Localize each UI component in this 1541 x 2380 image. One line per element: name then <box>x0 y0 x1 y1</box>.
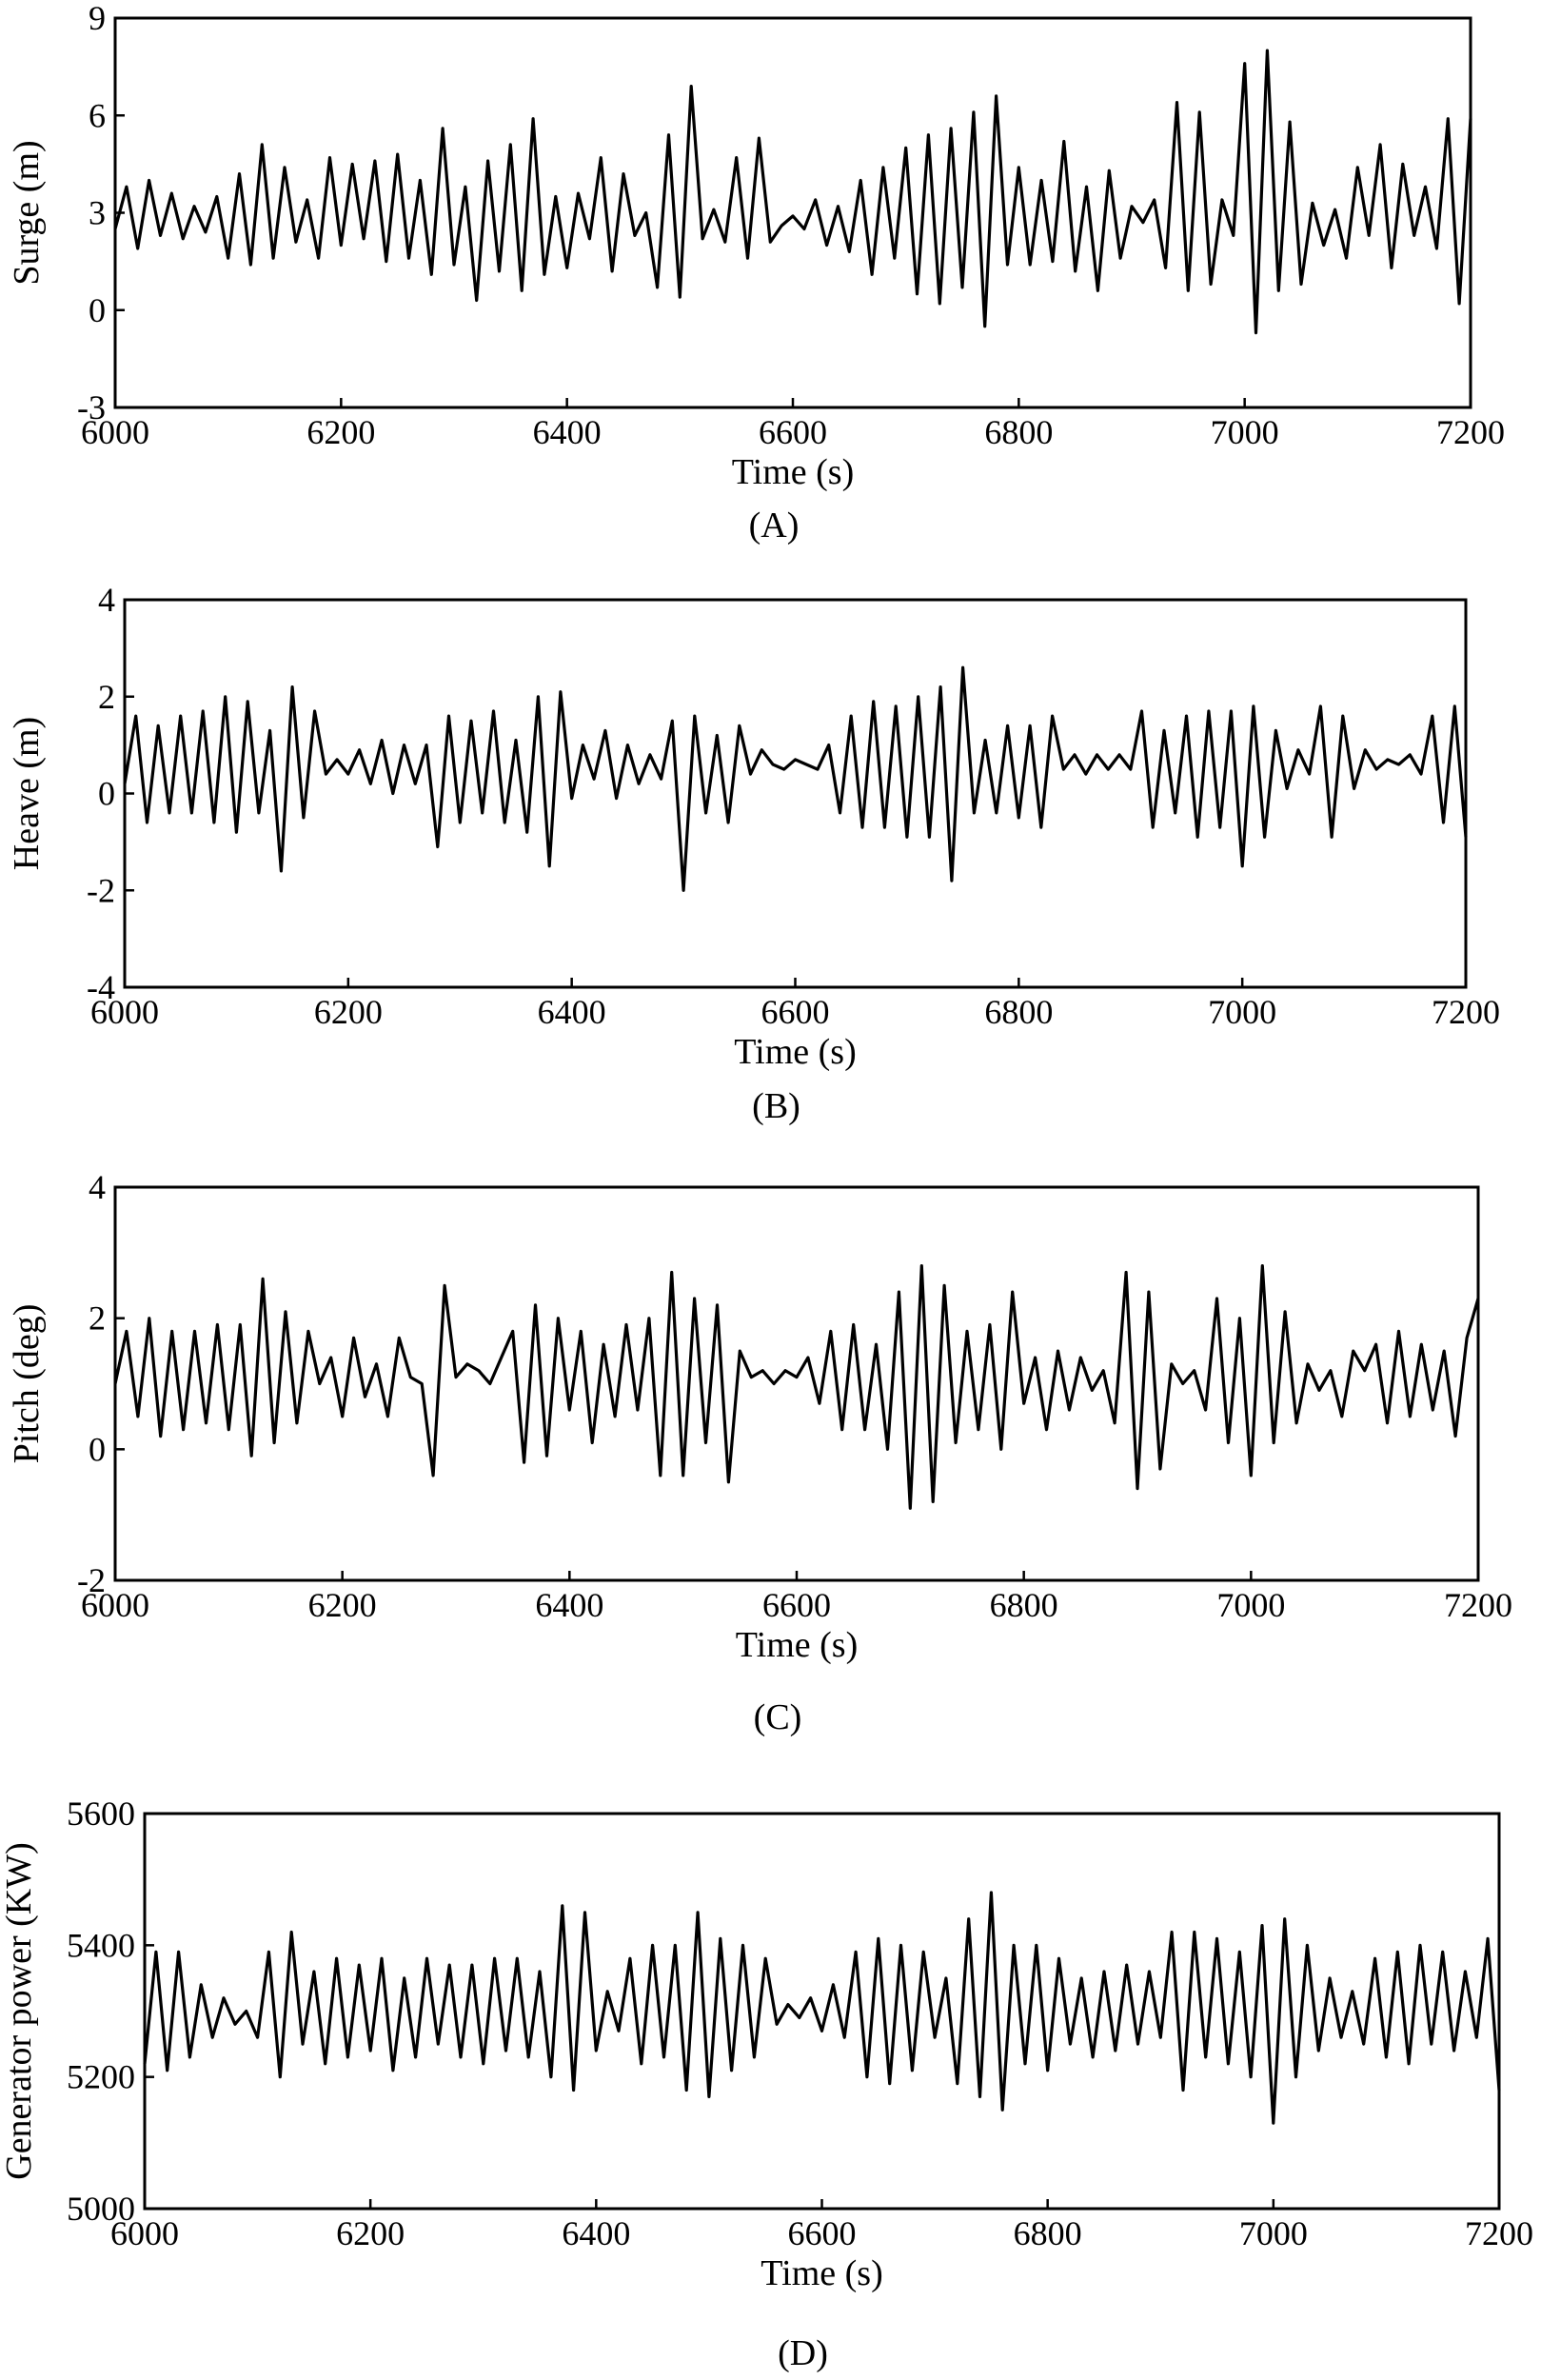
y-tick-label: 5200 <box>67 2058 135 2096</box>
x-tick-label: 6200 <box>308 1586 377 1624</box>
plot-frame <box>123 598 1468 989</box>
chart-panel: 6000 6200 6400 6600 6800 7000 7200 -3 0 3 6 9 Time (… <box>7 0 1505 545</box>
x-tick-label: 7200 <box>1444 1586 1512 1624</box>
chart-panel: 6000 6200 6400 6600 6800 7000 7200 -2 0 2 4 Time (s… <box>7 1168 1512 1737</box>
x-tick-label: 6000 <box>90 993 159 1031</box>
x-tick-label: 6000 <box>81 1586 149 1624</box>
y-axis-title: Heave (m) <box>7 717 47 870</box>
x-axis-title: Time (s) <box>732 452 854 492</box>
x-tick-label: 6200 <box>336 2214 405 2252</box>
y-axis-title: Pitch (deg) <box>7 1304 47 1464</box>
x-tick-label: 6600 <box>788 2214 857 2252</box>
x-tick-label: 6400 <box>533 413 602 451</box>
y-tick-label: -2 <box>87 871 115 909</box>
x-tick-label: 7000 <box>1216 1586 1285 1624</box>
y-tick-label: -2 <box>77 1561 106 1599</box>
x-tick-label: 6400 <box>535 1586 603 1624</box>
y-tick-label: 0 <box>98 775 115 813</box>
x-tick-label: 7200 <box>1432 993 1500 1031</box>
x-tick-label: 6800 <box>984 413 1053 451</box>
x-tick-label: 6600 <box>762 1586 831 1624</box>
x-tick-label: 6600 <box>761 993 830 1031</box>
x-tick-label: 6200 <box>314 993 383 1031</box>
y-tick-label: -4 <box>87 968 115 1006</box>
y-tick-label: 6 <box>89 96 106 134</box>
y-tick-label: 4 <box>98 581 115 619</box>
y-tick-label: 2 <box>98 678 115 716</box>
y-tick-label: 5000 <box>67 2190 135 2228</box>
panel-caption: (A) <box>749 506 800 545</box>
y-tick-label: 3 <box>89 194 106 232</box>
x-tick-label: 6800 <box>984 993 1053 1031</box>
x-tick-label: 6400 <box>538 993 606 1031</box>
x-axis-title: Time (s) <box>761 2253 882 2293</box>
y-tick-label: 9 <box>89 0 106 37</box>
x-tick-label: 7200 <box>1436 413 1505 451</box>
y-tick-label: -3 <box>77 388 106 426</box>
y-axis-title: Surge (m) <box>7 140 47 285</box>
plot-frame <box>143 1812 1501 2211</box>
y-tick-label: 5400 <box>67 1926 135 1964</box>
x-tick-label: 7200 <box>1465 2214 1533 2252</box>
series-line <box>143 1891 1501 2125</box>
y-tick-label: 0 <box>89 1430 106 1468</box>
series-line <box>113 49 1472 335</box>
x-tick-label: 6800 <box>990 1586 1058 1624</box>
x-tick-label: 7000 <box>1211 413 1279 451</box>
y-tick-label: 0 <box>89 291 106 329</box>
panel-caption: (C) <box>754 1697 802 1737</box>
x-tick-label: 6000 <box>81 413 149 451</box>
y-axis-title: Generator power (KW) <box>0 1842 39 2180</box>
chart-panel: 6000 6200 6400 6600 6800 7000 7200 -4 -2 0 2 4 Time … <box>7 581 1500 1126</box>
x-tick-label: 7000 <box>1239 2214 1308 2252</box>
chart-panel: 6000 6200 6400 6600 6800 7000 7200 5000 5200 5400… <box>0 1795 1533 2373</box>
y-tick-label: 4 <box>89 1168 106 1206</box>
x-axis-title: Time (s) <box>734 1032 856 1072</box>
x-tick-label: 6600 <box>759 413 827 451</box>
x-tick-label: 6400 <box>562 2214 630 2252</box>
y-tick-label: 2 <box>89 1299 106 1338</box>
y-tick-label: 5600 <box>67 1795 135 1833</box>
series-line <box>123 665 1468 892</box>
series-line <box>113 1263 1480 1510</box>
x-tick-label: 6000 <box>110 2214 179 2252</box>
panel-caption: (D) <box>778 2333 828 2373</box>
x-tick-label: 6200 <box>306 413 375 451</box>
panel-caption: (B) <box>752 1086 800 1126</box>
x-axis-title: Time (s) <box>736 1625 858 1665</box>
x-tick-label: 7000 <box>1208 993 1276 1031</box>
x-tick-label: 6800 <box>1014 2214 1082 2252</box>
